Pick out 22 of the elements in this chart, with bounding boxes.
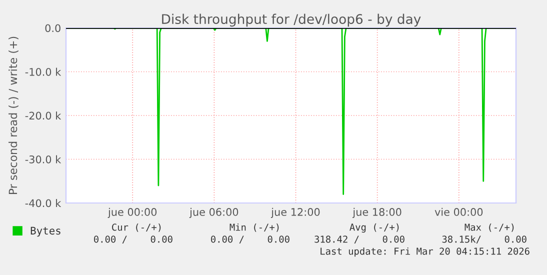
y-tick-label: -10.0 k — [25, 68, 62, 76]
x-tick-label: vie 00:00 — [434, 208, 483, 216]
x-tick-label: jue 00:00 — [108, 208, 157, 218]
text: Avg (-/+) — [350, 223, 399, 233]
legend-label: Bytes — [30, 226, 60, 237]
chart-title: Disk throughput for /dev/loop6 - by day — [162, 14, 421, 27]
text: 0.00 / 0.00 — [94, 236, 172, 244]
text: 0.00 / 0.00 — [211, 236, 290, 244]
y-tick-label: -20.0 k — [25, 112, 62, 120]
x-tick-label: jue 12:00 — [270, 208, 320, 218]
y-tick-label: -30.0 k — [25, 155, 62, 164]
text: 318.42 / 0.00 — [314, 236, 404, 244]
x-tick-label: jue 18:00 — [352, 208, 402, 218]
text: Max (-/+) — [464, 223, 514, 232]
text: Cur (-/+) — [112, 223, 161, 232]
y-axis-title: Pr second read (-) / write (+) — [8, 36, 18, 194]
text: Last update: Fri Mar 20 04:15:11 2026 — [320, 247, 530, 257]
text: 38.15k/ 0.00 — [442, 235, 526, 244]
text: Min (-/+) — [230, 223, 279, 232]
x-tick-label: jue 06:00 — [189, 208, 238, 218]
y-tick-label: 0.0 — [45, 24, 60, 32]
y-tick-label: -40.0 k — [25, 199, 62, 208]
